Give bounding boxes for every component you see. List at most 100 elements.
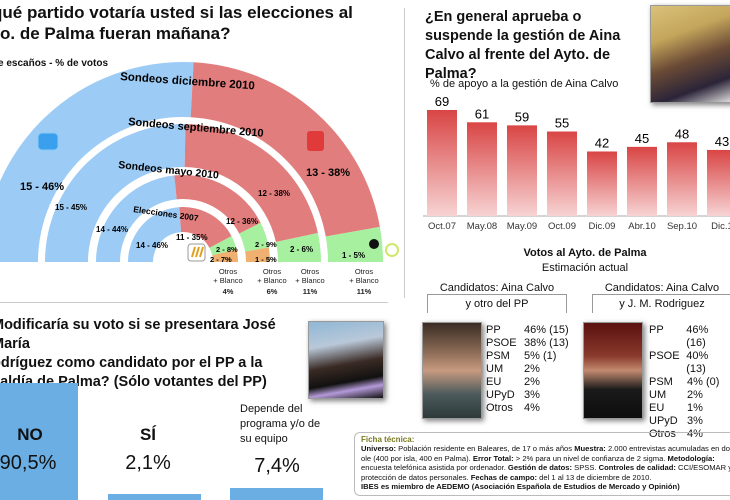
ring-segment-psm [209, 236, 237, 256]
party-result: 3% [687, 415, 703, 427]
party-result: 46% (16) [686, 324, 709, 349]
scenario-2-head: Candidatos: Aina Calvo [604, 282, 720, 294]
scenario-2-results: PP 46% (16) PSOE 40% (13) PSM 4% (0) UM 2% EU 1% U… [649, 324, 730, 441]
bar-Dic.10 [707, 149, 730, 216]
bar-value-label: 59 [515, 109, 529, 124]
ring-segment-pp [128, 207, 182, 262]
x-tick-label: Dic.09 [589, 221, 616, 232]
jm-rodriguez-photo [308, 321, 384, 399]
others-pct: 11% [303, 287, 318, 296]
party-result: 5% (1) [524, 350, 557, 362]
bar-value-label: 69 [435, 95, 449, 109]
ring-segment-pp [45, 124, 186, 262]
segment-label: 15 - 46% [20, 181, 64, 193]
ring-segment-psoe [174, 175, 261, 234]
party-result: 2% [687, 389, 703, 401]
party-name: UPyD [486, 389, 515, 401]
others-label: Otros+ Blanco 11% [349, 267, 378, 296]
result-row: PSM 5% (1) [486, 350, 569, 363]
ring-segment-psoe [179, 206, 232, 248]
ring-segment-psoe [184, 124, 318, 243]
scenario-1-results: PP 46% (15) PSOE 38% (13) PSM 5% (1) UM 2% EU 2% U… [486, 324, 569, 415]
ficha-k7: Fechas de campo: [470, 472, 538, 482]
party-result: 46% (15) [524, 324, 569, 336]
votos-subtitle: Estimación actual [541, 262, 629, 274]
others-label-line2: + Blanco [295, 276, 324, 285]
bar-Oct.07 [427, 110, 457, 216]
bar-value-label: 61 [475, 106, 489, 121]
horizontal-divider [0, 302, 388, 303]
segment-label: 11 - 35% [176, 233, 208, 242]
ring-segment-psoe [190, 62, 380, 237]
result-row: UPyD 3% [486, 389, 569, 402]
bar-Sep.10 [667, 142, 697, 216]
party-name: PSOE [649, 350, 680, 362]
party-result: 40% (13) [686, 350, 709, 375]
answer-si-label: SÍ [139, 425, 157, 444]
ficha-body: Universo: Población residente en Baleare… [361, 444, 730, 482]
answer-no-value: 90,5% [0, 452, 57, 474]
bar-value-label: 45 [635, 131, 649, 146]
segment-label: 14 - 46% [136, 241, 168, 250]
party-name: PP [649, 324, 664, 336]
segment-label: 1 - 5% [255, 255, 277, 264]
bar-value-label: 42 [595, 135, 609, 150]
bar-value-label: 48 [675, 126, 689, 141]
others-label-line1: Otros [355, 267, 374, 276]
party-result: 4% [524, 402, 540, 414]
scenario-2: Candidatos: Aina Calvo y J. M. Rodriguez [592, 282, 730, 313]
party-name: EU [486, 376, 502, 388]
x-tick-label: Abr.10 [628, 221, 655, 232]
segment-label: 14 - 44% [96, 225, 128, 234]
segment-label: 2 - 6% [290, 245, 313, 254]
scenario-2-box: y J. M. Rodriguez [592, 294, 730, 313]
segment-label: 2 - 8% [216, 245, 238, 254]
ring-segment-psm [239, 222, 269, 252]
ring-segment-pp [0, 62, 194, 262]
x-tick-label: Sep.10 [667, 221, 697, 232]
others-label-line1: Otros [263, 267, 282, 276]
result-row: EU 1% [649, 402, 730, 415]
ficha-k1: Universo: [361, 444, 397, 454]
others-pct: 6% [267, 287, 278, 296]
others-label: Otros+ Blanco 4% [213, 267, 242, 296]
support-bar-chart: 69 Oct.07 61 May.08 59 May.09 55 Oct.09 42 Dic.09… [423, 95, 730, 232]
ficha-k3: Error Total: [472, 453, 514, 463]
result-row: UM 2% [649, 389, 730, 402]
segment-label: 12 - 38% [258, 189, 290, 198]
bar-May.09 [507, 125, 537, 216]
answer-depende-bar [230, 488, 323, 500]
ficha-footer: IBES es miembro de AEDEMO (Asociación Es… [361, 482, 680, 492]
scenario-1-head: Candidatos: Aina Calvo [439, 282, 555, 294]
party-name: UPyD [649, 415, 678, 427]
others-label-line2: + Blanco [349, 276, 378, 285]
aina-calvo-photo [650, 5, 730, 103]
psoe-logo-icon [307, 131, 324, 151]
psm-logo-icon [369, 239, 379, 249]
x-tick-label: Oct.07 [428, 221, 456, 232]
party-result: 1% [687, 402, 703, 414]
ficha-title: Ficha técnica: [361, 435, 415, 444]
segment-label: 1 - 5% [342, 251, 365, 260]
segment-label: 2 - 9% [255, 240, 277, 249]
ring-segment-um [212, 249, 238, 262]
others-label-line2: + Blanco [213, 276, 242, 285]
ficha-v5: SPSS. [572, 463, 599, 473]
q1-title: qué partido votaría usted si las eleccio… [0, 2, 392, 44]
party-name: PSOE [486, 337, 517, 349]
party-result: 3% [524, 389, 540, 401]
segment-label: 2 - 7% [210, 255, 232, 264]
x-tick-label: Oct.09 [548, 221, 576, 232]
pp-logo-icon [37, 132, 59, 151]
bar-Abr.10 [627, 146, 657, 216]
party-name: PSM [486, 350, 510, 362]
ficha-k5: Gestión de datos: [507, 463, 573, 473]
others-pct: 11% [357, 287, 372, 296]
q2-subtitle: % de apoyo a la gestión de Aina Calvo [430, 78, 619, 90]
party-result: 38% (13) [524, 337, 569, 349]
q1-subtitle: e escaños - % de votos [0, 58, 109, 69]
segment-label: 13 - 38% [306, 167, 350, 179]
ficha-tecnica: Ficha técnica: Universo: Población resid… [354, 432, 730, 496]
result-row: UPyD 3% [649, 415, 730, 428]
answer-depende-label: Depende del programa y/o de su equipo [240, 403, 321, 445]
